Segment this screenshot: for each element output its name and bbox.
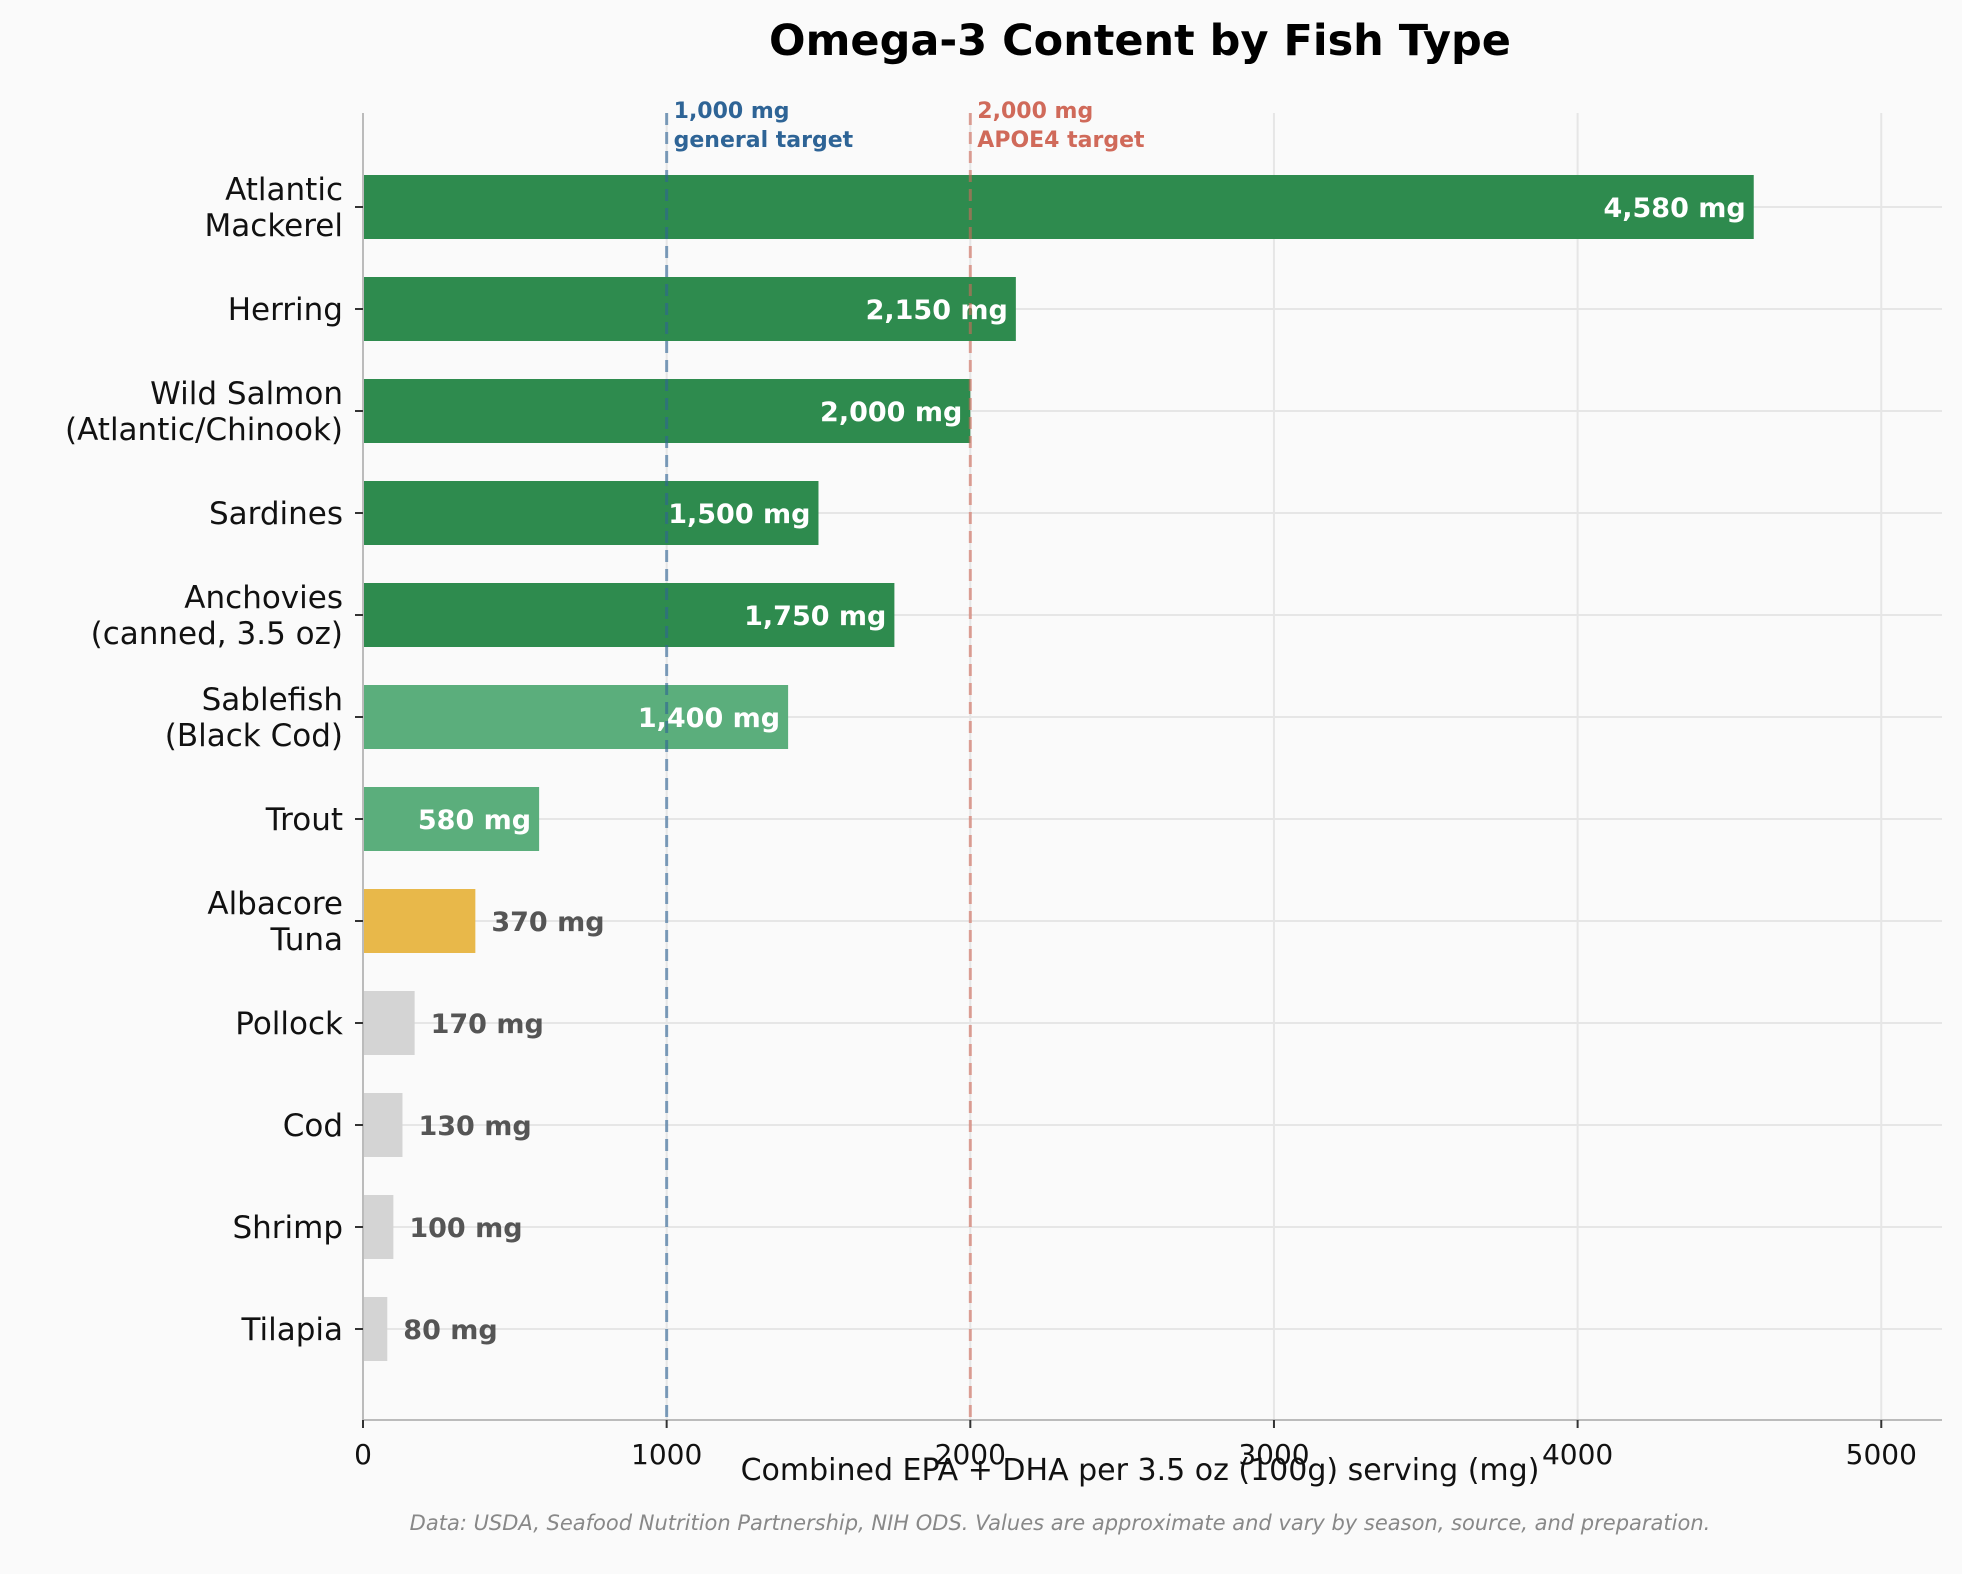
y-tick-label: Herring (228, 292, 343, 328)
bar-value-label: 100 mg (409, 1213, 522, 1244)
x-tick-label: 4000 (1542, 1438, 1613, 1471)
y-tick-label: Mackerel (205, 208, 343, 244)
x-axis-label: Combined EPA + DHA per 3.5 oz (100g) ser… (741, 1453, 1540, 1488)
bar-value-label: 170 mg (431, 1009, 544, 1040)
y-tick-label: Tilapia (241, 1312, 344, 1348)
bar-value-label: 1,400 mg (638, 703, 780, 734)
reference-line-label: 1,000 mg (674, 99, 790, 124)
bar-value-label: 1,500 mg (668, 499, 810, 530)
y-tick-label: Albacore (207, 886, 343, 922)
y-tick-label: Pollock (235, 1006, 343, 1042)
y-tick-label: Atlantic (225, 172, 343, 208)
y-tick-label: Tuna (269, 922, 343, 958)
bar-value-label: 2,000 mg (820, 397, 962, 428)
bar-value-label: 580 mg (418, 805, 531, 836)
x-tick-label: 5000 (1846, 1438, 1917, 1471)
bar-value-label: 1,750 mg (744, 601, 886, 632)
x-tick-label: 1000 (631, 1438, 702, 1471)
bar (363, 1195, 394, 1259)
bar-value-label: 130 mg (418, 1111, 531, 1142)
bar (363, 1093, 403, 1157)
footnote: Data: USDA, Seafood Nutrition Partnershi… (410, 1511, 1711, 1535)
y-tick-label: Cod (283, 1108, 343, 1144)
bar (363, 685, 789, 749)
bar-value-label: 4,580 mg (1603, 193, 1745, 224)
y-tick-label: Sablefish (202, 682, 343, 718)
y-tick-label: (canned, 3.5 oz) (91, 616, 343, 652)
y-tick-label: Wild Salmon (150, 376, 343, 412)
bar (363, 277, 1016, 341)
bars: 4,580 mg 2,150 mg 2,000 mg 1,500 mg 1,750 mg… (363, 175, 1754, 1361)
bar (363, 175, 1754, 239)
x-tick-label: 2000 (935, 1438, 1006, 1471)
bar (363, 889, 476, 953)
bar (363, 787, 540, 851)
y-tick-label: (Black Cod) (165, 718, 343, 754)
y-tick-label: Shrimp (232, 1210, 343, 1246)
reference-line-label: 2,000 mg (977, 99, 1093, 124)
y-tick-label: Trout (265, 802, 343, 838)
bar (363, 1297, 388, 1361)
bar (363, 481, 819, 545)
bar (363, 991, 415, 1055)
y-tick-label: Sardines (209, 496, 343, 532)
reference-line-label: APOE4 target (977, 128, 1145, 153)
bar-value-label: 2,150 mg (866, 295, 1008, 326)
reference-lines: 1,000 mg general target 2,000 mg APOE4 targ… (665, 99, 1145, 1420)
y-tick-label: Anchovies (184, 580, 343, 616)
bar-value-label: 80 mg (403, 1315, 497, 1346)
chart-title: Omega-3 Content by Fish Type (769, 16, 1511, 66)
x-tick-label: 0 (354, 1438, 372, 1471)
y-tick-label: (Atlantic/Chinook) (65, 412, 343, 448)
bar-value-label: 370 mg (491, 907, 604, 938)
x-tick-label: 3000 (1238, 1438, 1309, 1471)
reference-line-label: general target (674, 128, 854, 153)
bar (363, 583, 895, 647)
